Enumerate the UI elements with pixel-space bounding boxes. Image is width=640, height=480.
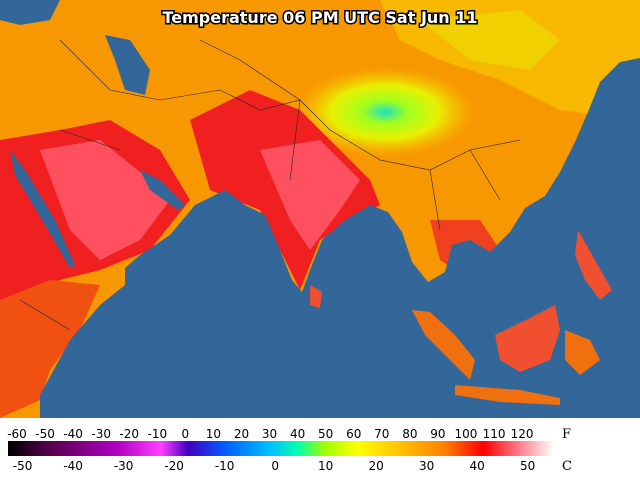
sea — [0, 0, 60, 25]
f-tick-label: 50 — [318, 427, 333, 441]
f-tick-label: 80 — [402, 427, 417, 441]
hot-region — [40, 140, 170, 260]
island — [455, 385, 560, 405]
f-tick-label: -10 — [147, 427, 167, 441]
f-tick-label: 120 — [511, 427, 534, 441]
f-tick-label: 60 — [346, 427, 361, 441]
c-tick-label: 20 — [369, 459, 384, 473]
ocean — [40, 58, 640, 418]
f-tick-label: -30 — [91, 427, 111, 441]
legend: F C — [8, 427, 572, 474]
c-tick-label: 50 — [520, 459, 535, 473]
sea — [10, 150, 75, 268]
c-tick-label: -40 — [63, 459, 83, 473]
f-tick-label: 20 — [234, 427, 249, 441]
unit-f: F — [562, 427, 571, 442]
f-tick-label: 0 — [182, 427, 190, 441]
f-tick-label: -20 — [119, 427, 139, 441]
f-tick-label: 90 — [430, 427, 445, 441]
f-tick-label: 100 — [455, 427, 478, 441]
unit-c: C — [562, 459, 572, 474]
map — [0, 0, 640, 418]
land-africa — [0, 280, 100, 418]
c-tick-label: 0 — [271, 459, 279, 473]
map-title: Temperature 06 PM UTC Sat Jun 11 — [162, 8, 477, 27]
c-tick-label: 30 — [419, 459, 434, 473]
c-tick-label: 40 — [470, 459, 485, 473]
f-tick-label: -50 — [35, 427, 55, 441]
island — [495, 305, 560, 372]
c-tick-label: -20 — [164, 459, 184, 473]
sea — [140, 170, 185, 210]
color-bar — [8, 441, 554, 456]
f-tick-label: 40 — [290, 427, 305, 441]
c-tick-label: -10 — [215, 459, 235, 473]
island — [575, 230, 612, 300]
f-tick-label: 30 — [262, 427, 277, 441]
highland — [295, 67, 475, 157]
f-tick-label: -40 — [63, 427, 83, 441]
island — [565, 330, 600, 375]
land-north — [420, 10, 560, 70]
island — [310, 285, 322, 308]
island — [412, 310, 475, 380]
hot-region — [260, 140, 360, 250]
f-tick-label: 10 — [206, 427, 221, 441]
c-tick-label: -30 — [114, 459, 134, 473]
f-tick-label: 70 — [374, 427, 389, 441]
f-tick-label: 110 — [483, 427, 506, 441]
c-tick-label: -50 — [13, 459, 33, 473]
borders — [19, 39, 521, 331]
f-tick-label: -60 — [7, 427, 27, 441]
c-tick-label: 10 — [318, 459, 333, 473]
sea — [105, 35, 150, 95]
